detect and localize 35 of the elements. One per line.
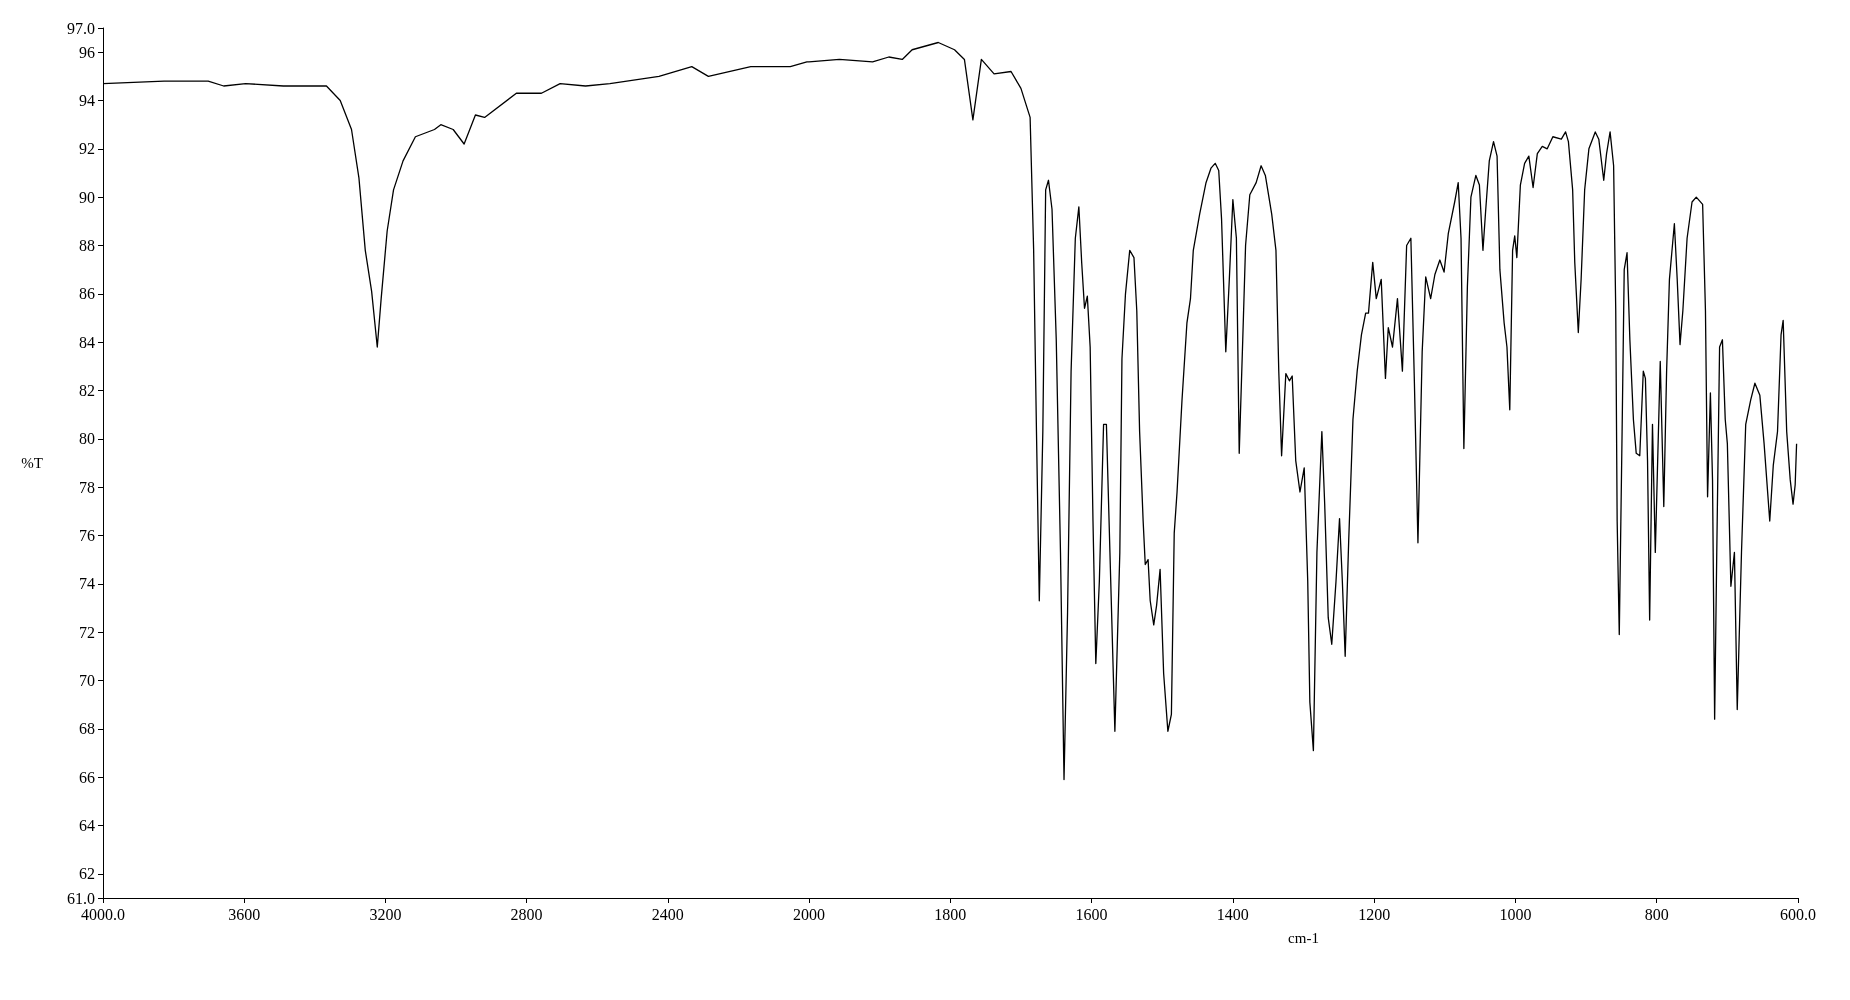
x-tick-label: 1000 [1499, 905, 1532, 923]
y-tick-label: 61.0 [67, 889, 95, 907]
y-tick-label: 72 [79, 623, 95, 641]
x-tick-label: 3600 [228, 905, 261, 923]
x-tick-label: 2400 [651, 905, 684, 923]
x-tick-label: 4000.0 [81, 905, 125, 923]
y-tick-label: 96 [79, 43, 95, 61]
x-tick-label: 3200 [369, 905, 402, 923]
y-tick-label: 82 [79, 382, 95, 399]
y-tick-label: 66 [79, 768, 95, 786]
y-tick-label: 88 [79, 237, 95, 254]
y-tick-label: 86 [79, 285, 95, 303]
x-axis-title: cm-1 [1288, 929, 1320, 946]
y-tick-label: 70 [79, 672, 95, 689]
x-tick-label: 2000 [793, 905, 825, 923]
y-tick-label: 68 [79, 720, 95, 738]
y-tick-label: 76 [79, 527, 95, 544]
x-tick-label: 800 [1644, 905, 1669, 923]
x-tick-label: 1200 [1358, 905, 1391, 923]
y-tick-label: 97.0 [67, 19, 95, 37]
x-tick-label: 2800 [510, 905, 543, 923]
y-tick-label: 62 [79, 865, 95, 883]
x-tick-label: 1600 [1075, 905, 1108, 923]
x-tick-label: 600.0 [1780, 905, 1817, 923]
y-tick-label: 84 [79, 333, 95, 351]
x-tick-label: 1800 [934, 905, 967, 923]
y-tick-label: 64 [79, 817, 95, 834]
y-tick-label: 80 [79, 430, 95, 448]
y-tick-label: 94 [79, 92, 95, 109]
y-tick-label: 92 [79, 140, 95, 158]
y-tick-label: 78 [79, 478, 95, 496]
x-tick-label: 1400 [1217, 905, 1250, 923]
y-tick-label: 74 [79, 575, 95, 593]
y-axis-title: %T [21, 455, 43, 471]
y-tick-label: 90 [79, 188, 95, 206]
